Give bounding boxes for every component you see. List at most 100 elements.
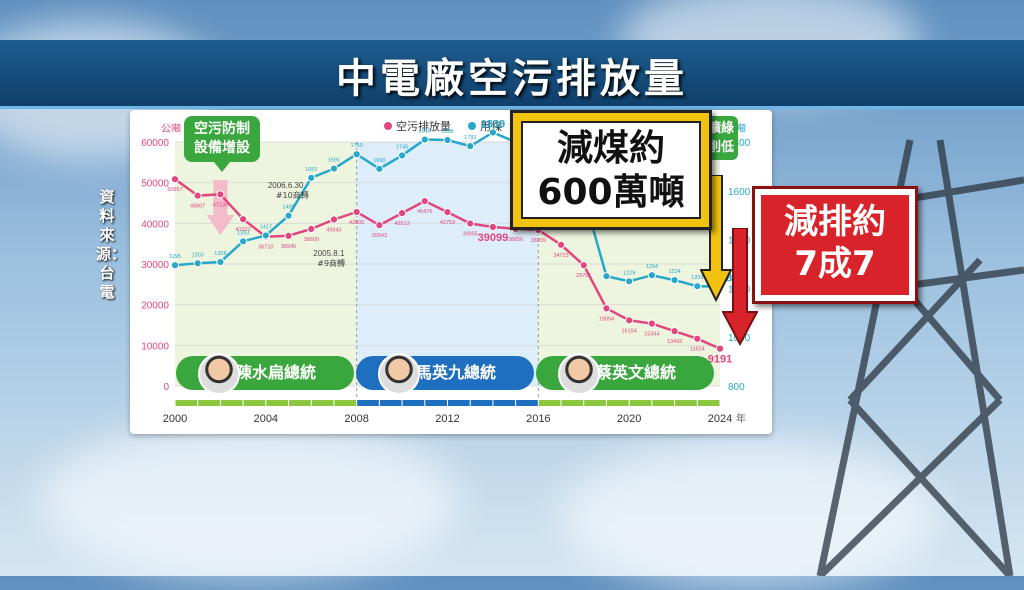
left-axis-unit: 公噸 bbox=[161, 122, 181, 135]
emission-reduction-callout: 減排約 7成7 bbox=[752, 186, 918, 304]
yellow-down-arrow bbox=[700, 175, 732, 303]
data-label: 1690 bbox=[373, 158, 385, 164]
red-down-arrow bbox=[722, 228, 758, 347]
data-label: 1839 bbox=[481, 118, 505, 130]
data-label: 15344 bbox=[644, 332, 659, 338]
right-axis-tick-label: 1800 bbox=[728, 138, 751, 149]
data-label: 36945 bbox=[281, 244, 296, 250]
left-axis-tick-label: 40000 bbox=[141, 219, 169, 230]
data-label: 42759 bbox=[440, 220, 455, 226]
coal-reduction-callout: 減煤約 600萬噸 bbox=[510, 110, 712, 230]
x-axis-tick-label: 2016 bbox=[526, 413, 550, 425]
annotation-text: #9商轉 bbox=[317, 258, 345, 268]
data-point bbox=[466, 219, 475, 228]
president-portrait bbox=[198, 353, 240, 395]
data-point bbox=[193, 259, 202, 268]
x-axis-unit: 年 bbox=[736, 412, 746, 425]
data-label: 1209 bbox=[691, 275, 703, 281]
data-point bbox=[443, 208, 452, 217]
data-point bbox=[488, 222, 498, 232]
president-name: 馬英九總統 bbox=[416, 363, 497, 382]
legend-marker bbox=[468, 122, 476, 130]
left-axis-tick-label: 0 bbox=[163, 382, 169, 393]
data-point bbox=[397, 209, 407, 218]
x-axis-tick-label: 2024 bbox=[708, 413, 732, 425]
left-axis-tick-label: 20000 bbox=[141, 301, 169, 312]
data-label: 29701 bbox=[576, 273, 591, 279]
data-label: 1229 bbox=[623, 270, 635, 276]
left-axis-tick-label: 50000 bbox=[141, 179, 169, 190]
data-point bbox=[579, 261, 588, 270]
data-point bbox=[556, 240, 566, 249]
data-label: 34723 bbox=[553, 253, 568, 259]
source-label: 資料來源：台電 bbox=[96, 188, 127, 301]
cloud-decoration bbox=[560, 440, 940, 590]
power-pylon-silhouette bbox=[779, 139, 1024, 576]
data-label: 1393 bbox=[237, 230, 249, 236]
x-axis-tick-label: 2000 bbox=[163, 413, 187, 425]
data-point bbox=[193, 191, 202, 200]
data-label: 1295 bbox=[169, 254, 181, 260]
data-point bbox=[307, 224, 316, 234]
data-point bbox=[670, 276, 679, 285]
callout-line: 設備增設 bbox=[194, 140, 250, 156]
president-ma-pill: 馬英九總統 bbox=[356, 353, 534, 395]
pollution-arrow bbox=[206, 180, 235, 235]
data-point bbox=[693, 282, 702, 291]
data-label: 39543 bbox=[372, 233, 387, 239]
header-banner: 中電廠空污排放量 bbox=[0, 40, 1024, 109]
data-point bbox=[352, 207, 361, 217]
data-label: 38656 bbox=[508, 237, 523, 243]
data-label: 1254 bbox=[646, 264, 658, 270]
data-label: 39099 bbox=[478, 232, 509, 244]
data-point bbox=[420, 196, 429, 206]
data-label: 1783 bbox=[464, 135, 476, 141]
data-label: 1234 bbox=[668, 269, 680, 275]
data-point bbox=[625, 277, 634, 286]
president-name: 陳水扁總統 bbox=[236, 363, 317, 382]
data-point bbox=[261, 231, 270, 240]
data-point bbox=[216, 190, 225, 199]
data-point bbox=[670, 327, 679, 336]
x-axis-tick-label: 2012 bbox=[435, 413, 459, 425]
data-point bbox=[647, 319, 656, 328]
data-point bbox=[693, 334, 702, 343]
data-point bbox=[420, 135, 429, 144]
annotation-text: 2005.8.1 bbox=[313, 249, 345, 258]
data-label: 1498 bbox=[282, 205, 294, 211]
data-point bbox=[397, 151, 407, 160]
data-label: 42513 bbox=[394, 221, 409, 227]
president-portrait bbox=[378, 353, 420, 395]
callout-line: 減煤約 bbox=[556, 128, 665, 169]
data-label: 1745 bbox=[396, 144, 408, 150]
callout-line: 600萬噸 bbox=[537, 172, 685, 213]
data-label: 41022 bbox=[235, 227, 250, 233]
data-label: 36710 bbox=[258, 245, 273, 251]
data-label: 1808 bbox=[441, 129, 453, 135]
data-point bbox=[239, 215, 248, 224]
left-axis-tick-label: 60000 bbox=[141, 138, 169, 149]
data-point bbox=[284, 231, 293, 240]
legend-marker bbox=[384, 122, 392, 130]
callout-line: 減排約 bbox=[784, 202, 886, 242]
data-label: 38359 bbox=[531, 238, 546, 244]
callout-line: 削低 bbox=[707, 140, 734, 155]
callout-line: 擴綠 bbox=[707, 121, 734, 136]
data-point bbox=[715, 344, 725, 353]
data-label: 40943 bbox=[326, 227, 341, 233]
data-label: 13493 bbox=[667, 339, 682, 345]
data-label: 1653 bbox=[305, 167, 317, 173]
data-point bbox=[170, 175, 180, 184]
data-label: 47135 bbox=[213, 202, 228, 208]
x-axis-tick-label: 2008 bbox=[344, 413, 368, 425]
data-point bbox=[284, 211, 293, 220]
data-point bbox=[375, 221, 384, 230]
page-title: 中電廠空污排放量 bbox=[336, 56, 688, 102]
data-label: 1691 bbox=[328, 158, 340, 164]
data-label: 1417 bbox=[260, 224, 272, 230]
left-axis-tick-label: 30000 bbox=[141, 260, 169, 271]
annotation-text: #10商轉 bbox=[276, 190, 309, 200]
data-point bbox=[602, 272, 611, 281]
data-point bbox=[329, 164, 339, 173]
data-point bbox=[375, 164, 384, 173]
